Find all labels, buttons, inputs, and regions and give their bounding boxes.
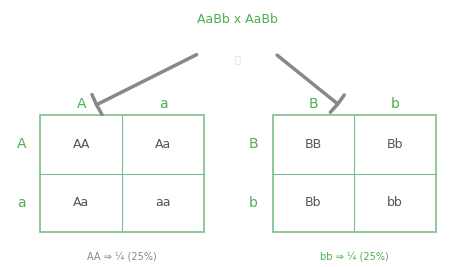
Text: A: A [17, 137, 26, 151]
Text: 🧬: 🧬 [234, 54, 240, 64]
Text: a: a [17, 196, 26, 210]
Text: BB: BB [305, 138, 322, 151]
Text: Aa: Aa [73, 197, 89, 209]
Text: AA ⇒ ¼ (25%): AA ⇒ ¼ (25%) [87, 251, 157, 261]
Text: bb: bb [387, 197, 403, 209]
Text: Bb: Bb [387, 138, 403, 151]
Text: Bb: Bb [305, 197, 322, 209]
Text: b: b [249, 196, 258, 210]
Text: b: b [391, 97, 400, 111]
Text: a: a [159, 97, 167, 111]
Text: B: B [249, 137, 258, 151]
Text: bb ⇒ ¼ (25%): bb ⇒ ¼ (25%) [320, 251, 389, 261]
Bar [273, 115, 436, 232]
Text: Aa: Aa [155, 138, 171, 151]
Text: AA: AA [73, 138, 90, 151]
Bar [40, 115, 204, 232]
Text: A: A [76, 97, 86, 111]
Text: B: B [309, 97, 318, 111]
Text: aa: aa [155, 197, 171, 209]
Text: AaBb x AaBb: AaBb x AaBb [197, 13, 277, 26]
